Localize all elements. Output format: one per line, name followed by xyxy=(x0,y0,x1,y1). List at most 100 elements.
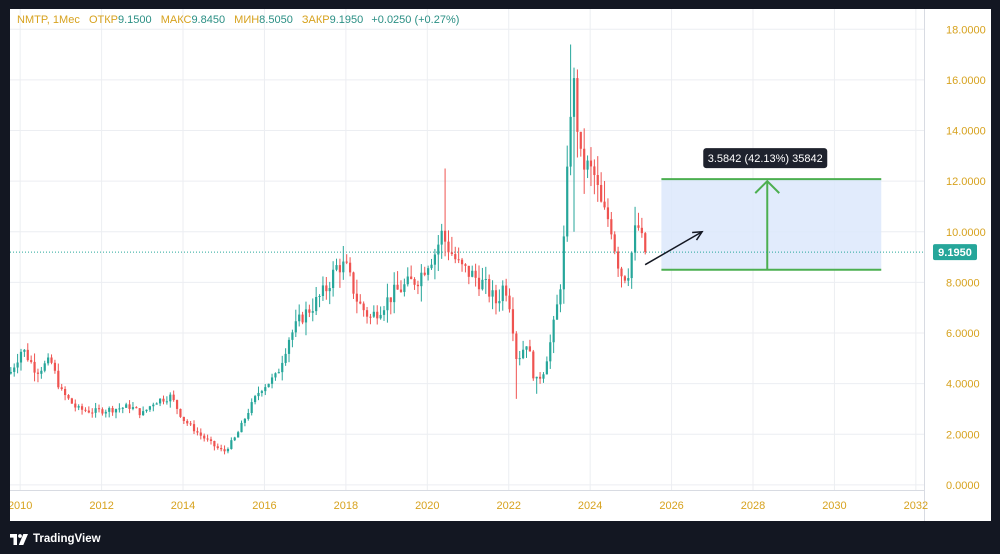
measure-label-box xyxy=(703,148,828,169)
candle-body xyxy=(630,252,633,279)
candle-body xyxy=(338,265,342,273)
candle-body xyxy=(237,432,240,438)
x-tick-label: 2030 xyxy=(822,500,846,512)
candle-body xyxy=(555,304,559,320)
candle-body xyxy=(33,361,36,373)
candle-body xyxy=(206,438,209,440)
candle-body xyxy=(484,278,487,280)
y-tick-label: 2.0000 xyxy=(946,429,980,441)
candle-body xyxy=(264,387,267,392)
candle-body xyxy=(216,446,219,449)
close-value: 9.1950 xyxy=(329,14,364,26)
symbol-label[interactable]: NMTP, 1Мес xyxy=(17,14,80,26)
candle-body xyxy=(410,276,413,280)
candle-body xyxy=(399,289,403,292)
candle-body xyxy=(633,225,637,253)
candle-body xyxy=(155,403,158,405)
candle-body xyxy=(420,272,423,287)
candle-body xyxy=(579,131,582,149)
candle-body xyxy=(406,276,409,285)
candle-body xyxy=(528,346,532,352)
candle-body xyxy=(60,387,63,390)
candle-body xyxy=(162,398,165,402)
candle-body xyxy=(247,412,250,419)
candle-body xyxy=(315,296,318,312)
candle-body xyxy=(125,404,128,408)
candle-body xyxy=(26,349,29,361)
x-tick-label: 2018 xyxy=(334,500,358,512)
x-tick-label: 2032 xyxy=(904,500,928,512)
candle-body xyxy=(142,411,145,416)
candle-body xyxy=(505,285,508,296)
x-tick-label: 2012 xyxy=(89,500,113,512)
candle-body xyxy=(627,278,630,281)
candle-body xyxy=(477,277,481,290)
candle-body xyxy=(640,227,643,234)
candle-body xyxy=(518,358,521,360)
y-tick-label: 0.0000 xyxy=(946,480,980,492)
candle-body xyxy=(637,225,640,228)
candle-body xyxy=(382,310,386,315)
candle-body xyxy=(569,116,572,167)
candle-body xyxy=(538,376,542,379)
candle-body xyxy=(423,272,426,275)
candle-body xyxy=(508,295,511,310)
candle-body xyxy=(16,362,19,368)
candle-body xyxy=(613,234,616,252)
candle-body xyxy=(70,398,73,404)
candle-body xyxy=(471,270,474,277)
y-tick-label: 14.0000 xyxy=(946,126,986,138)
candle-body xyxy=(148,406,152,410)
candle-body xyxy=(308,309,311,313)
candle-body xyxy=(433,254,437,265)
candle-body xyxy=(501,285,504,302)
candle-body xyxy=(53,362,57,371)
candle-body xyxy=(596,175,599,185)
candle-body xyxy=(291,332,294,340)
candle-body xyxy=(36,372,40,374)
candle-body xyxy=(253,396,257,403)
candle-body xyxy=(566,166,569,237)
candle-body xyxy=(135,407,138,409)
candle-body xyxy=(522,349,525,359)
candle-body xyxy=(30,360,33,362)
candle-body xyxy=(131,407,135,409)
candle-body xyxy=(101,409,104,414)
candle-body xyxy=(474,270,477,278)
candle-body xyxy=(437,244,440,255)
last-price-tag xyxy=(933,244,977,261)
y-tick-label: 16.0000 xyxy=(946,75,986,87)
candle-body xyxy=(589,160,593,167)
tradingview-brand[interactable]: TradingView xyxy=(10,531,101,547)
candle-body xyxy=(87,410,90,413)
candle-body xyxy=(416,284,420,287)
candle-body xyxy=(209,439,213,441)
candle-body xyxy=(457,259,460,261)
candle-body xyxy=(481,279,484,290)
candle-body xyxy=(386,297,389,311)
candle-body xyxy=(284,353,287,363)
open-value: 9.1500 xyxy=(117,14,152,26)
candle-body xyxy=(121,407,124,409)
candle-body xyxy=(559,289,562,305)
low-value: 8.5050 xyxy=(259,14,293,26)
candle-body xyxy=(376,311,379,319)
candle-body xyxy=(287,339,291,354)
candle-body xyxy=(104,411,107,414)
tradingview-logo-icon xyxy=(10,533,28,545)
candle-body xyxy=(270,377,274,384)
candle-body xyxy=(179,408,182,417)
x-tick-label: 2016 xyxy=(252,500,276,512)
brand-name: TradingView xyxy=(33,533,101,545)
candle-body xyxy=(145,409,148,412)
candle-body xyxy=(243,418,247,423)
candle-body xyxy=(220,448,223,450)
chart-pane[interactable]: 3.5842 (42.13%) 35842 0.0000 2.0000 4.0000… xyxy=(10,9,991,521)
candle-body xyxy=(199,432,202,436)
candle-body xyxy=(186,420,189,424)
candle-body xyxy=(606,207,610,220)
candle-body xyxy=(257,392,260,397)
candle-body xyxy=(352,272,355,294)
candle-body xyxy=(77,406,80,408)
candle-body xyxy=(40,370,43,374)
